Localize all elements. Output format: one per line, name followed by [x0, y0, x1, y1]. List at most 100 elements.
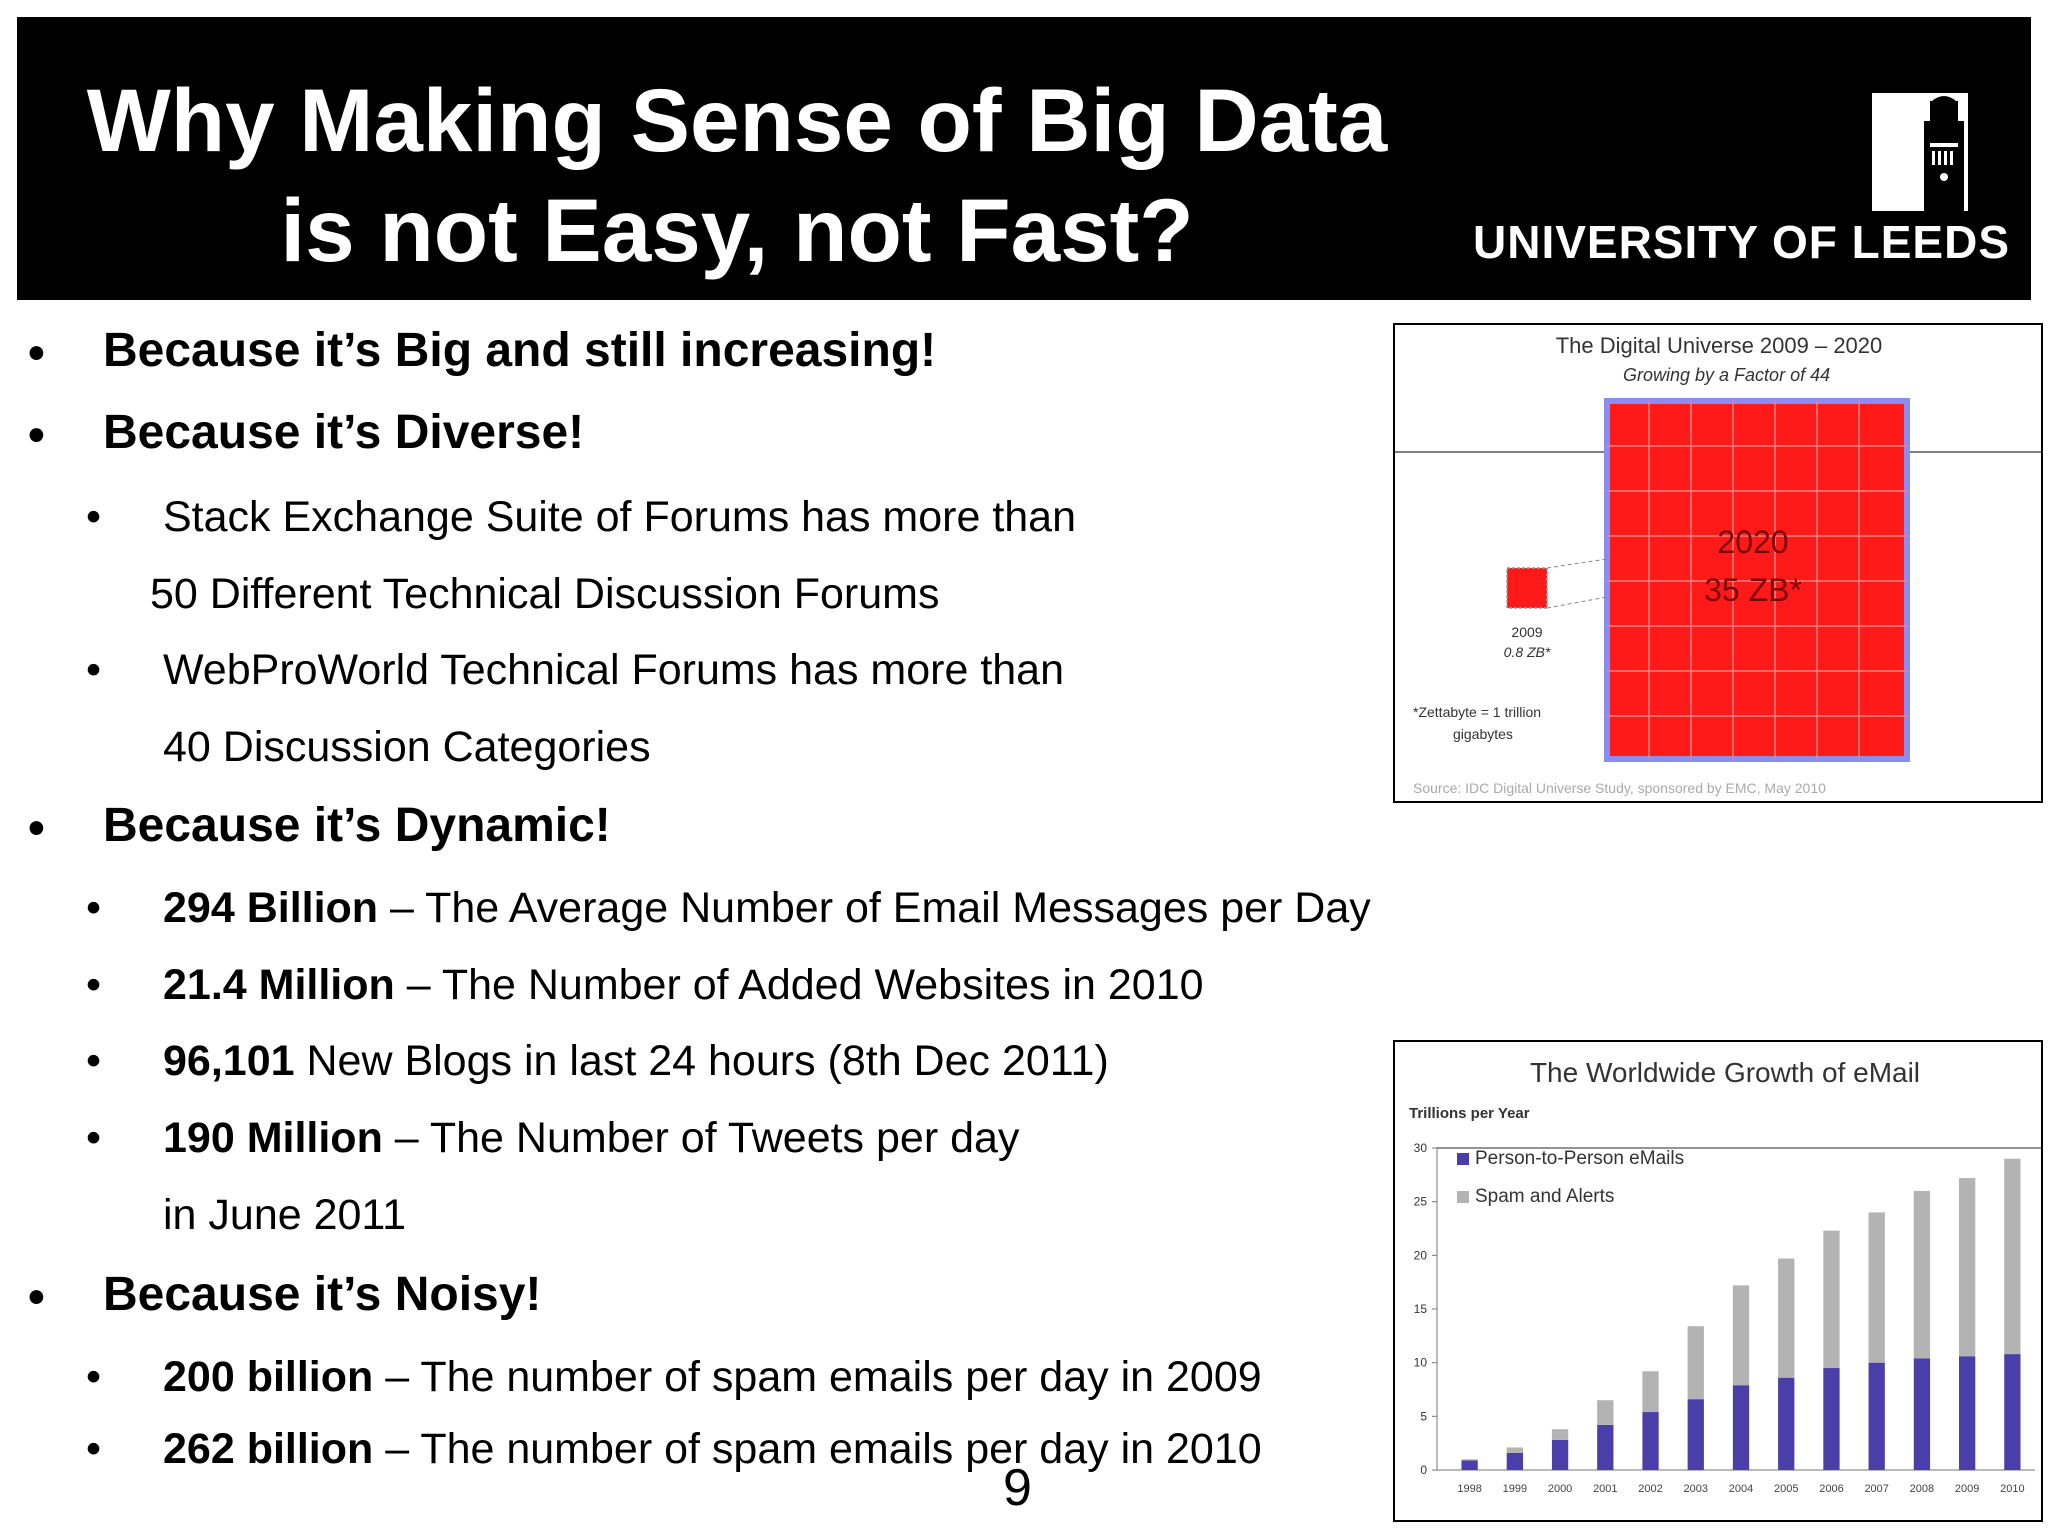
- figure-title: The Digital Universe 2009 – 2020: [1556, 333, 1883, 358]
- bar-segment: [1778, 1258, 1795, 1378]
- x-tick-label: 2007: [1864, 1483, 1888, 1495]
- x-tick-label: 2002: [1638, 1483, 1662, 1495]
- x-tick-label: 1999: [1503, 1483, 1527, 1495]
- bullet-marker: •: [86, 884, 102, 932]
- bullet-email-stat: 294 Billion – The Average Number of Emai…: [163, 884, 1371, 933]
- slide-title: Why Making Sense of Big Data is not Easy…: [17, 65, 1457, 285]
- bullet-marker: •: [28, 1271, 45, 1324]
- bullet-dynamic: Because it’s Dynamic!: [103, 799, 611, 852]
- legend-swatch: [1457, 1191, 1469, 1203]
- bar-segment: [1687, 1326, 1704, 1400]
- zettabyte-footnote: *Zettabyte = 1 trillion: [1413, 704, 1541, 720]
- bar-segment: [1687, 1399, 1704, 1470]
- bullet-stack-exchange-cont: 50 Different Technical Discussion Forums: [150, 570, 940, 618]
- y-tick-label: 20: [1414, 1248, 1428, 1262]
- bullet-spam-2010: 262 billion – The number of spam emails …: [163, 1425, 1262, 1474]
- stat-value: 190 Million: [163, 1114, 383, 1162]
- x-tick-label: 2006: [1819, 1483, 1843, 1495]
- page-number: 9: [1003, 1459, 1032, 1517]
- bullet-marker: •: [86, 1114, 102, 1162]
- bullet-marker: •: [86, 1037, 102, 1085]
- bullet-big: Because it’s Big and still increasing!: [103, 324, 937, 377]
- bar-segment: [1506, 1447, 1523, 1453]
- x-tick-label: 2000: [1548, 1483, 1572, 1495]
- slide-title-line2: is not Easy, not Fast?: [280, 180, 1194, 280]
- stat-value: 96,101: [163, 1037, 295, 1085]
- bar-segment: [1778, 1377, 1795, 1470]
- x-tick-label: 2005: [1774, 1483, 1798, 1495]
- stat-text: New Blogs in last 24 hours (8th Dec 2011…: [294, 1037, 1109, 1085]
- digital-universe-figure: The Digital Universe 2009 – 2020 Growing…: [1393, 323, 2043, 803]
- bullet-marker: •: [86, 961, 102, 1009]
- bullet-marker: •: [86, 1425, 102, 1473]
- stat-text: – The Number of Added Websites in 2010: [394, 961, 1204, 1009]
- legend-label: Person-to-Person eMails: [1475, 1148, 1684, 1169]
- small-square-value: 0.8 ZB*: [1504, 644, 1551, 660]
- small-square-year: 2009: [1511, 624, 1542, 640]
- bar-segment: [1868, 1362, 1885, 1470]
- bullet-webproworld: WebProWorld Technical Forums has more th…: [163, 646, 1065, 694]
- bar-segment: [1823, 1368, 1840, 1470]
- stat-text: – The number of spam emails per day in 2…: [373, 1353, 1262, 1401]
- x-tick-label: 2003: [1684, 1483, 1708, 1495]
- big-square-2020: [1604, 398, 1910, 762]
- university-tower-logo-icon: [1872, 93, 1968, 211]
- bar-segment: [1642, 1371, 1659, 1413]
- bar-segment: [1913, 1190, 1931, 1359]
- digital-universe-graphic: The Digital Universe 2009 – 2020 Growing…: [1395, 333, 2041, 796]
- y-tick-label: 0: [1420, 1463, 1427, 1477]
- bar-segment: [1597, 1424, 1614, 1470]
- bullet-webproworld-cont: 40 Discussion Categories: [163, 723, 651, 771]
- chart-title: The Worldwide Growth of eMail: [1530, 1057, 1920, 1088]
- big-square-grid: [1607, 401, 1907, 759]
- bar-segment: [1551, 1429, 1569, 1440]
- x-tick-label: 2010: [2000, 1483, 2024, 1495]
- bullet-marker: •: [28, 802, 45, 855]
- bar-segment: [1823, 1230, 1840, 1369]
- bar-segment: [1732, 1285, 1750, 1386]
- stat-text: – The Number of Tweets per day: [382, 1114, 1020, 1162]
- bar-segment: [1597, 1400, 1614, 1425]
- chart-y-ticks: 0 5 10 15 20 25 30: [1414, 1141, 1437, 1477]
- bullet-tweets-stat: 190 Million – The Number of Tweets per d…: [163, 1114, 1019, 1163]
- bar-segment: [1506, 1452, 1523, 1470]
- y-tick-label: 15: [1414, 1302, 1428, 1316]
- bullet-tweets-stat-cont: in June 2011: [163, 1191, 407, 1239]
- chart-x-ticks: 1998 1999 2000 2001 2002 2003 2004 2005 2006 2007…: [1457, 1483, 2024, 1495]
- big-square-year: 2020: [1717, 524, 1788, 560]
- email-growth-chart: The Worldwide Growth of eMail Trillions …: [1393, 1040, 2043, 1522]
- slide-title-line1: Why Making Sense of Big Data: [86, 70, 1388, 170]
- bullet-stack-exchange: Stack Exchange Suite of Forums has more …: [163, 493, 1077, 541]
- bar-segment: [1959, 1356, 1976, 1470]
- y-tick-label: 5: [1420, 1409, 1427, 1423]
- chart-legend: Person-to-Person eMails Spam and Alerts: [1457, 1148, 1684, 1207]
- bullet-marker: •: [28, 409, 45, 462]
- figure-source: Source: IDC Digital Universe Study, spon…: [1413, 780, 1826, 796]
- connector-line: [1546, 558, 1608, 569]
- bar-segment: [1461, 1460, 1478, 1470]
- stat-value: 200 billion: [163, 1353, 374, 1401]
- bullet-websites-stat: 21.4 Million – The Number of Added Websi…: [163, 961, 1204, 1010]
- x-tick-label: 2009: [1955, 1483, 1979, 1495]
- y-tick-label: 25: [1414, 1195, 1428, 1209]
- bar-segment: [1642, 1412, 1659, 1470]
- university-name: UNIVERSITY OF LEEDS: [1473, 216, 2011, 268]
- legend-label: Spam and Alerts: [1475, 1186, 1614, 1207]
- bar-segment: [2004, 1354, 2021, 1470]
- small-square-2009: [1506, 567, 1548, 609]
- bar-segment: [2004, 1158, 2021, 1355]
- chart-bars: [1461, 1158, 2021, 1470]
- bullet-spam-2009: 200 billion – The number of spam emails …: [163, 1353, 1262, 1402]
- stat-value: 21.4 Million: [163, 961, 395, 1009]
- x-tick-label: 2004: [1729, 1483, 1753, 1495]
- bullet-noisy: Because it’s Noisy!: [103, 1268, 542, 1321]
- email-growth-chart-svg: The Worldwide Growth of eMail Trillions …: [1409, 1057, 2041, 1495]
- x-tick-label: 2001: [1593, 1483, 1617, 1495]
- figure-subtitle: Growing by a Factor of 44: [1623, 365, 1830, 385]
- y-tick-label: 10: [1414, 1356, 1428, 1370]
- bullet-marker: •: [86, 493, 102, 541]
- y-tick-label: 30: [1414, 1141, 1428, 1155]
- bullet-diverse: Because it’s Diverse!: [103, 406, 585, 459]
- connector-line: [1546, 596, 1608, 609]
- bullet-blogs-stat: 96,101 New Blogs in last 24 hours (8th D…: [163, 1037, 1109, 1086]
